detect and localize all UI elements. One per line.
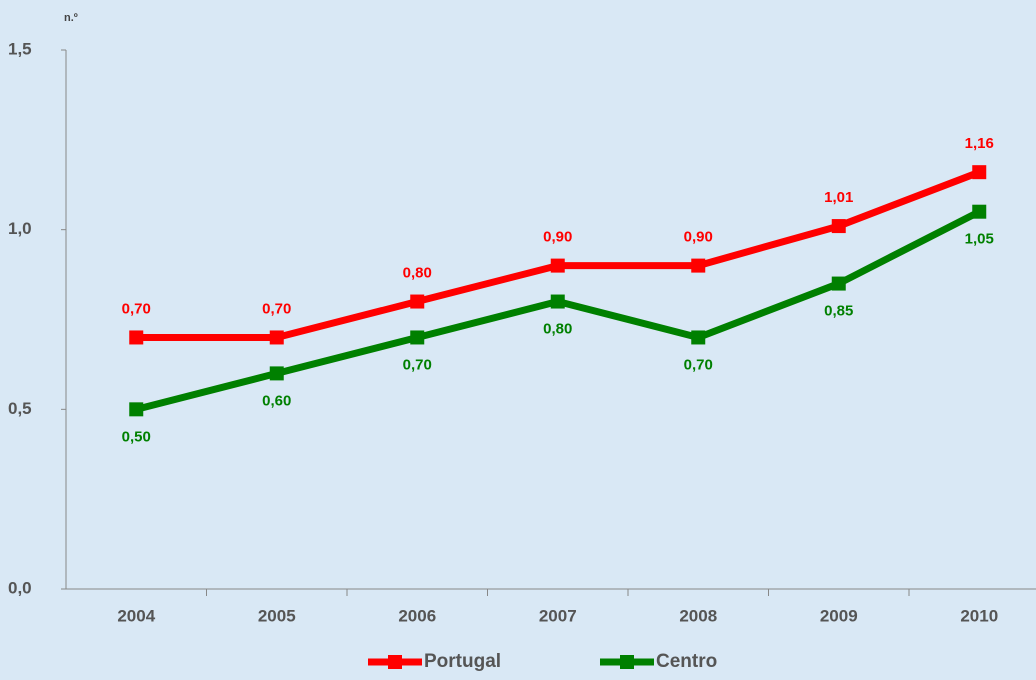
legend-label: Centro	[656, 651, 717, 672]
data-label: 0,70	[403, 356, 432, 373]
data-label: 0,50	[122, 428, 151, 445]
marker	[410, 294, 425, 309]
marker	[129, 330, 144, 345]
unit-label: n.º	[64, 12, 78, 24]
marker	[831, 219, 846, 234]
data-label: 0,80	[543, 321, 572, 338]
y-tick-label: 1,0	[8, 219, 32, 238]
x-tick-label: 2009	[820, 606, 858, 625]
marker	[691, 330, 706, 345]
x-tick-label: 2004	[117, 606, 155, 625]
legend-marker	[388, 655, 402, 669]
data-label: 0,60	[262, 392, 291, 409]
y-tick-label: 0,5	[8, 399, 32, 418]
data-label: 0,80	[403, 265, 432, 282]
legend-label: Portugal	[424, 651, 501, 672]
marker	[410, 330, 425, 345]
data-label: 0,90	[543, 229, 572, 246]
marker	[550, 294, 565, 309]
marker	[831, 276, 846, 291]
marker	[972, 165, 987, 180]
data-label: 0,85	[824, 303, 853, 320]
data-label: 0,70	[684, 356, 713, 373]
data-label: 0,70	[122, 300, 151, 317]
marker	[550, 258, 565, 273]
x-tick-label: 2008	[679, 606, 717, 625]
data-label: 1,01	[824, 189, 853, 206]
marker	[269, 366, 284, 381]
marker	[691, 258, 706, 273]
x-tick-label: 2010	[960, 606, 998, 625]
x-tick-label: 2007	[539, 606, 577, 625]
marker	[972, 204, 987, 219]
data-label: 1,05	[965, 231, 994, 248]
x-tick-label: 2006	[398, 606, 436, 625]
legend-marker	[620, 655, 634, 669]
data-label: 0,90	[684, 229, 713, 246]
x-tick-label: 2005	[258, 606, 296, 625]
marker	[129, 402, 144, 417]
data-label: 0,70	[262, 300, 291, 317]
data-label: 1,16	[965, 135, 994, 152]
marker	[269, 330, 284, 345]
y-tick-label: 0,0	[8, 578, 32, 597]
y-tick-label: 1,5	[8, 39, 32, 58]
